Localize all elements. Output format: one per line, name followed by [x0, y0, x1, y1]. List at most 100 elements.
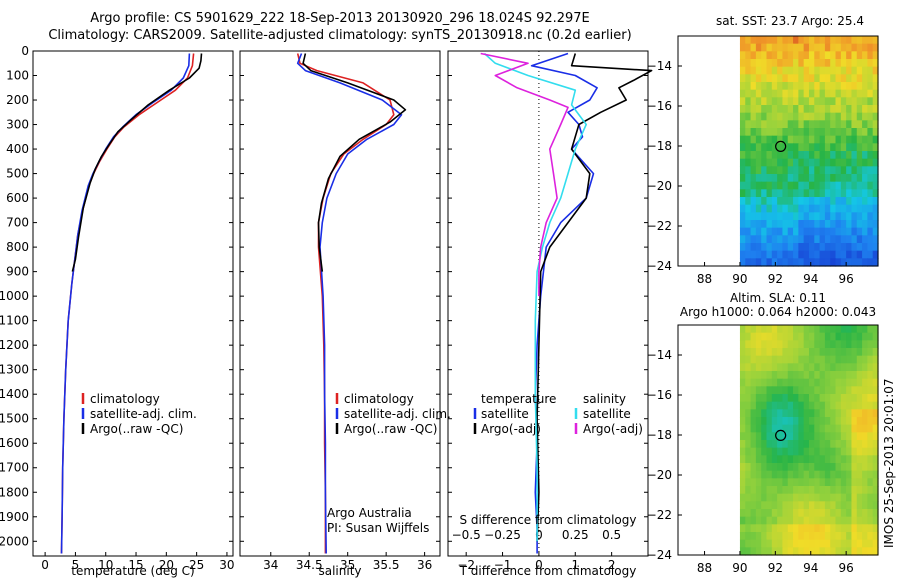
sla-map-cell	[766, 363, 773, 372]
sla-map-cell	[771, 340, 778, 349]
sst-map-cell	[739, 97, 746, 106]
sst-map-cell	[814, 89, 821, 98]
sla-map-cell	[840, 394, 847, 403]
sla-map-cell	[867, 509, 874, 518]
sla-map-cell	[840, 355, 847, 364]
temperature-y-tick-label: 1400	[0, 387, 29, 401]
sst-map-cell	[777, 51, 784, 60]
sst-map-cell	[750, 74, 757, 83]
sla-map-cell	[771, 516, 778, 525]
sst-map-cell	[862, 151, 868, 160]
sst-map-cell	[867, 174, 874, 183]
difference-legend: temperature salinity satellite Argo(-adj…	[473, 392, 643, 436]
sst-map-cell	[808, 212, 815, 221]
sst-map-cell	[814, 235, 821, 244]
sla-map-x-tick-label: 88	[697, 561, 712, 575]
sst-map-cell	[872, 105, 879, 114]
sst-map-cell	[782, 204, 789, 213]
sla-map-cell	[755, 424, 762, 433]
sla-map-cell	[793, 524, 799, 533]
sla-map-cell	[745, 486, 752, 495]
sst-map-cell	[814, 143, 821, 152]
sla-map-cell	[867, 470, 874, 479]
sla-map-cell	[771, 394, 778, 403]
sla-map-cell	[830, 394, 837, 403]
sst-map-cell	[846, 51, 853, 60]
sst-map-cell	[867, 143, 874, 152]
sst-map-cell	[761, 36, 768, 45]
sla-map-cell	[761, 440, 768, 449]
sla-map-y-tick-label: −14	[647, 348, 672, 362]
sst-map-cell	[835, 166, 842, 175]
sla-map-cell	[867, 409, 874, 418]
sst-map-cell	[803, 36, 810, 45]
sst-map-cell	[755, 43, 762, 52]
sst-map-cell	[851, 120, 858, 129]
sst-map-cell	[840, 220, 847, 229]
sla-map-cell	[755, 447, 762, 456]
sla-map-cell	[745, 478, 752, 487]
sla-map-cell	[808, 547, 815, 556]
sla-map-cell	[819, 417, 826, 426]
sla-map-cell	[766, 478, 773, 487]
sst-map-cell	[782, 120, 789, 129]
sst-map-cell	[771, 189, 778, 198]
sst-map-cell	[761, 143, 768, 152]
sst-map-cell	[761, 250, 768, 259]
sla-map-cell	[739, 340, 746, 349]
sst-map-cell	[824, 220, 831, 229]
sst-map-cell	[835, 151, 842, 160]
sla-map-cell	[835, 371, 842, 380]
sla-map-cell	[803, 386, 810, 395]
sst-map-cell	[761, 66, 768, 75]
sst-map-cell	[777, 151, 784, 160]
sst-map-cell	[777, 212, 784, 221]
sla-map-cell	[872, 539, 879, 548]
sst-map-cell	[824, 227, 831, 236]
sla-map-cell	[787, 432, 794, 441]
sla-map-cell	[819, 401, 826, 410]
sla-map-cell	[803, 417, 810, 426]
sla-map-cell	[851, 509, 858, 518]
sla-map-cell	[867, 447, 874, 456]
sst-map-cell	[819, 158, 826, 167]
sla-map-cell	[851, 401, 858, 410]
sst-map-cell	[793, 189, 799, 198]
sst-map-cell	[808, 204, 815, 213]
sla-map-cell	[761, 432, 768, 441]
sst-map-cell	[835, 227, 842, 236]
sst-map-cell	[798, 112, 805, 121]
salinity-annotation-pi: PI: Susan Wijffels	[327, 521, 429, 535]
sla-map-cell	[761, 325, 768, 334]
sla-map-cell	[803, 340, 810, 349]
sla-map-cell	[840, 470, 847, 479]
sla-map-cell	[835, 340, 842, 349]
sla-map-cell	[750, 424, 757, 433]
sla-map-cell	[739, 394, 746, 403]
sla-map-cell	[761, 378, 768, 387]
sst-map-cell	[846, 181, 853, 190]
sst-map-cell	[808, 112, 815, 121]
sla-map-cell	[771, 478, 778, 487]
temperature-panel: 0 5 10 15 20 25 300100200300400500600700800900…	[0, 44, 235, 578]
sla-map-cell	[851, 355, 858, 364]
sla-map-cell	[803, 455, 810, 464]
salinity-x-tick-label: 36	[417, 558, 432, 572]
sst-map-cell	[867, 204, 874, 213]
sla-map-cell	[771, 378, 778, 387]
sst-map-cell	[867, 82, 874, 91]
sla-map-cell	[835, 447, 842, 456]
salinity-plot-frame	[239, 50, 441, 557]
sst-map-cell	[867, 120, 874, 129]
sla-map-cell	[819, 432, 826, 441]
sst-map-cell	[867, 250, 874, 259]
sla-map-cell	[819, 470, 826, 479]
sla-map-cell	[787, 409, 794, 418]
sst-map-cell	[787, 89, 794, 98]
sla-map-cell	[835, 432, 842, 441]
sst-map-cell	[777, 74, 784, 83]
sst-map-cell	[739, 59, 746, 68]
sst-map-cell	[766, 112, 773, 121]
sla-map-cell	[840, 516, 847, 525]
sst-map-cell	[777, 235, 784, 244]
